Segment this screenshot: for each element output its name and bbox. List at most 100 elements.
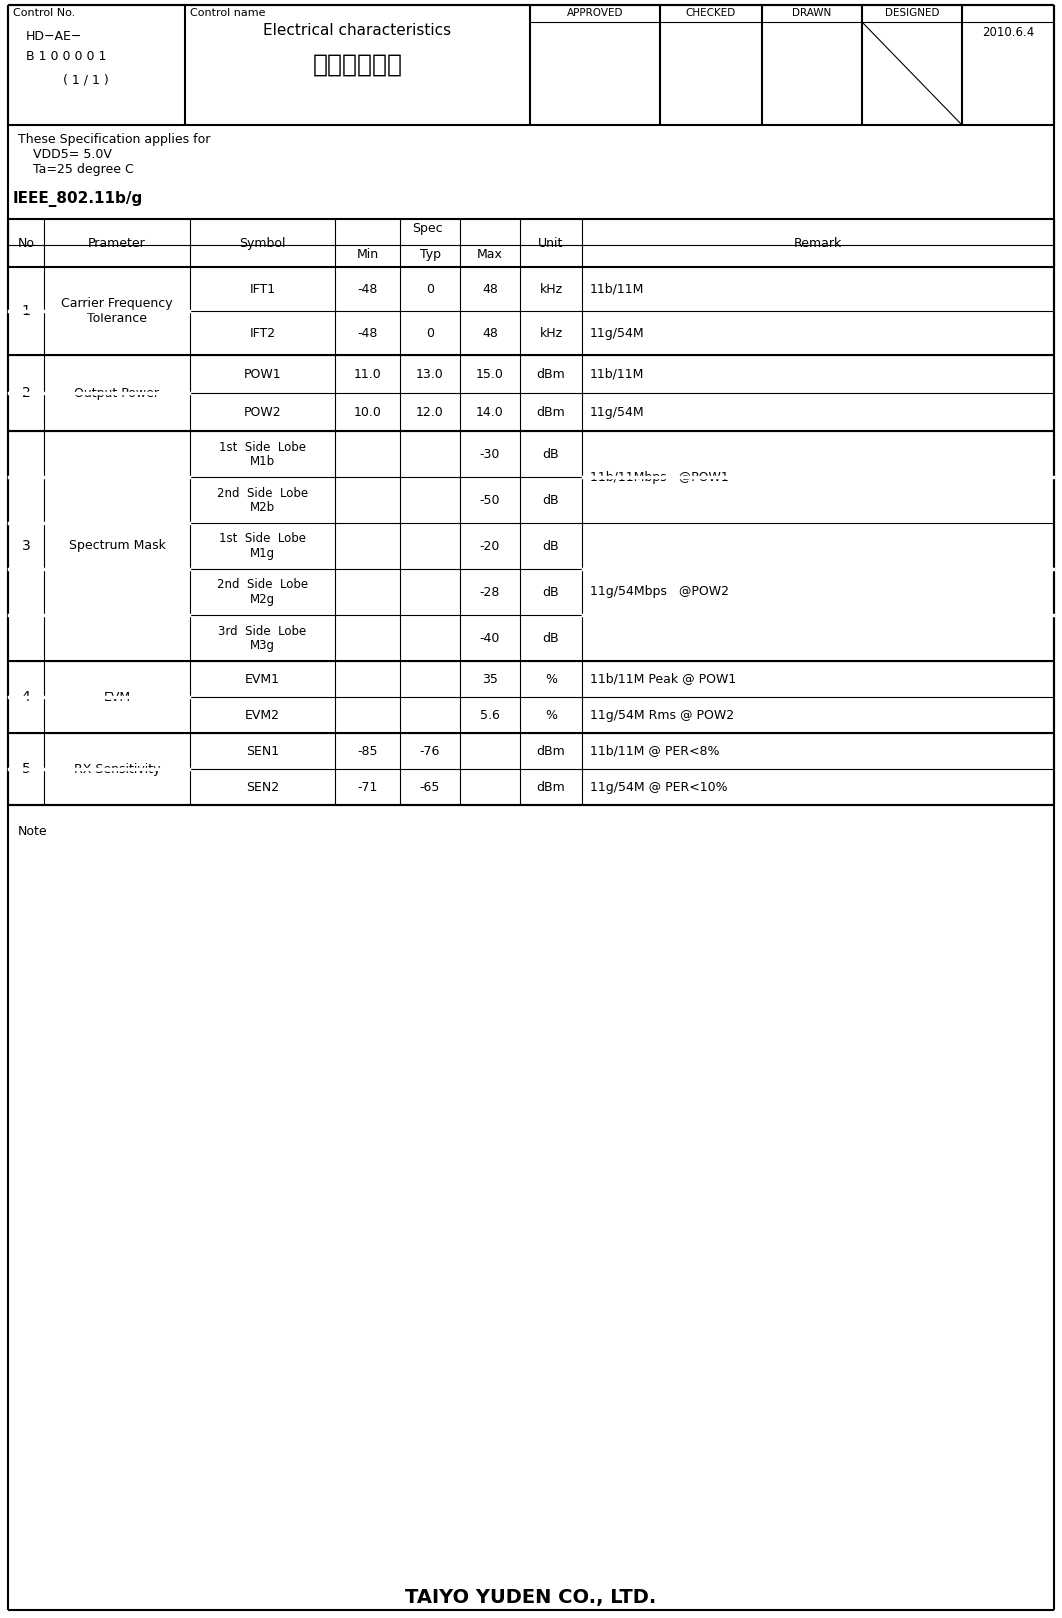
- Text: VDD5= 5.0V: VDD5= 5.0V: [33, 147, 112, 162]
- Text: Typ: Typ: [419, 248, 441, 260]
- Text: Output Power: Output Power: [74, 387, 159, 400]
- Text: POW1: POW1: [243, 367, 281, 380]
- Text: Ta=25 degree C: Ta=25 degree C: [33, 163, 134, 176]
- Text: -48: -48: [357, 327, 378, 340]
- Text: kHz: kHz: [539, 283, 563, 296]
- Text: 11b/11M @ PER<8%: 11b/11M @ PER<8%: [590, 744, 719, 757]
- Text: 14.0: 14.0: [476, 406, 503, 419]
- Text: 2nd  Side  Lobe: 2nd Side Lobe: [217, 579, 308, 592]
- Text: EVM: EVM: [103, 691, 131, 704]
- Text: DRAWN: DRAWN: [792, 8, 832, 18]
- Text: dB: dB: [543, 631, 560, 644]
- Text: dB: dB: [543, 586, 560, 599]
- Text: 12.0: 12.0: [416, 406, 444, 419]
- Text: %: %: [545, 709, 556, 722]
- Text: POW2: POW2: [243, 406, 281, 419]
- Text: -71: -71: [357, 780, 378, 793]
- Text: 15.0: 15.0: [476, 367, 504, 380]
- Text: 2: 2: [21, 387, 31, 400]
- Text: RX Sensitivity: RX Sensitivity: [73, 762, 160, 775]
- Text: dBm: dBm: [536, 744, 565, 757]
- Text: 1st  Side  Lobe: 1st Side Lobe: [219, 440, 306, 453]
- Text: DESIGNED: DESIGNED: [885, 8, 939, 18]
- Text: 1: 1: [21, 304, 31, 319]
- Text: dBm: dBm: [536, 406, 565, 419]
- Text: 11.0: 11.0: [354, 367, 381, 380]
- Text: -20: -20: [480, 539, 500, 552]
- Text: 35: 35: [482, 673, 498, 686]
- Text: Min: Min: [357, 248, 378, 260]
- Text: 2010.6.4: 2010.6.4: [982, 26, 1034, 39]
- Text: IFT2: IFT2: [250, 327, 275, 340]
- Text: 5: 5: [21, 762, 31, 777]
- Text: 48: 48: [482, 327, 498, 340]
- Text: -30: -30: [480, 448, 500, 461]
- Text: 11g/54Mbps   @POW2: 11g/54Mbps @POW2: [590, 586, 729, 599]
- Text: Electrical characteristics: Electrical characteristics: [263, 23, 451, 37]
- Text: -65: -65: [419, 780, 440, 793]
- Text: B 1 0 0 0 0 1: B 1 0 0 0 0 1: [25, 50, 106, 63]
- Text: TAIYO YUDEN CO., LTD.: TAIYO YUDEN CO., LTD.: [406, 1589, 656, 1608]
- Text: 11g/54M: 11g/54M: [590, 406, 645, 419]
- Text: M3g: M3g: [250, 639, 275, 652]
- Text: -48: -48: [357, 283, 378, 296]
- Text: 10.0: 10.0: [354, 406, 381, 419]
- Text: kHz: kHz: [539, 327, 563, 340]
- Text: M1g: M1g: [250, 547, 275, 560]
- Text: Unit: Unit: [538, 236, 564, 249]
- Text: 0: 0: [426, 283, 434, 296]
- Text: Spec: Spec: [412, 222, 443, 235]
- Text: Max: Max: [477, 248, 503, 260]
- Text: 11b/11M: 11b/11M: [590, 367, 645, 380]
- Text: 1st  Side  Lobe: 1st Side Lobe: [219, 532, 306, 545]
- Text: ( 1 / 1 ): ( 1 / 1 ): [63, 73, 108, 86]
- Text: Control No.: Control No.: [13, 8, 75, 18]
- Text: SEN1: SEN1: [246, 744, 279, 757]
- Text: Carrier Frequency
Tolerance: Carrier Frequency Tolerance: [62, 298, 173, 325]
- Text: M1b: M1b: [250, 455, 275, 468]
- Text: dBm: dBm: [536, 367, 565, 380]
- Text: %: %: [545, 673, 556, 686]
- Text: 11g/54M: 11g/54M: [590, 327, 645, 340]
- Text: CHECKED: CHECKED: [686, 8, 736, 18]
- Text: Remark: Remark: [794, 236, 842, 249]
- Text: EVM1: EVM1: [245, 673, 280, 686]
- Text: dB: dB: [543, 539, 560, 552]
- Text: M2b: M2b: [250, 500, 275, 513]
- Text: 3: 3: [21, 539, 31, 553]
- Text: 3rd  Side  Lobe: 3rd Side Lobe: [219, 625, 307, 637]
- Text: 2nd  Side  Lobe: 2nd Side Lobe: [217, 487, 308, 500]
- Text: IFT1: IFT1: [250, 283, 275, 296]
- Text: IEEE_802.11b/g: IEEE_802.11b/g: [13, 191, 143, 207]
- Text: 11g/54M Rms @ POW2: 11g/54M Rms @ POW2: [590, 709, 734, 722]
- Text: HD−AE−: HD−AE−: [25, 31, 83, 44]
- Text: dB: dB: [543, 493, 560, 506]
- Text: -76: -76: [419, 744, 440, 757]
- Text: These Specification applies for: These Specification applies for: [18, 133, 210, 146]
- Text: -28: -28: [480, 586, 500, 599]
- Text: -50: -50: [480, 493, 500, 506]
- Text: APPROVED: APPROVED: [567, 8, 623, 18]
- Text: 電気的特性書: 電気的特性書: [312, 53, 402, 78]
- Text: 11b/11Mbps   @POW1: 11b/11Mbps @POW1: [590, 471, 729, 484]
- Text: 13.0: 13.0: [416, 367, 444, 380]
- Text: M2g: M2g: [250, 592, 275, 605]
- Text: Spectrum Mask: Spectrum Mask: [69, 539, 166, 552]
- Text: EVM2: EVM2: [245, 709, 280, 722]
- Text: 11g/54M @ PER<10%: 11g/54M @ PER<10%: [590, 780, 727, 793]
- Text: Note: Note: [18, 825, 48, 838]
- Text: No: No: [17, 236, 34, 249]
- Text: 4: 4: [21, 689, 31, 704]
- Text: 11b/11M Peak @ POW1: 11b/11M Peak @ POW1: [590, 673, 736, 686]
- Text: -85: -85: [357, 744, 378, 757]
- Text: 11b/11M: 11b/11M: [590, 283, 645, 296]
- Text: 5.6: 5.6: [480, 709, 500, 722]
- Text: dBm: dBm: [536, 780, 565, 793]
- Text: SEN2: SEN2: [246, 780, 279, 793]
- Text: Symbol: Symbol: [239, 236, 286, 249]
- Text: 48: 48: [482, 283, 498, 296]
- Text: Control name: Control name: [190, 8, 266, 18]
- Text: 0: 0: [426, 327, 434, 340]
- Text: dB: dB: [543, 448, 560, 461]
- Text: Prameter: Prameter: [88, 236, 145, 249]
